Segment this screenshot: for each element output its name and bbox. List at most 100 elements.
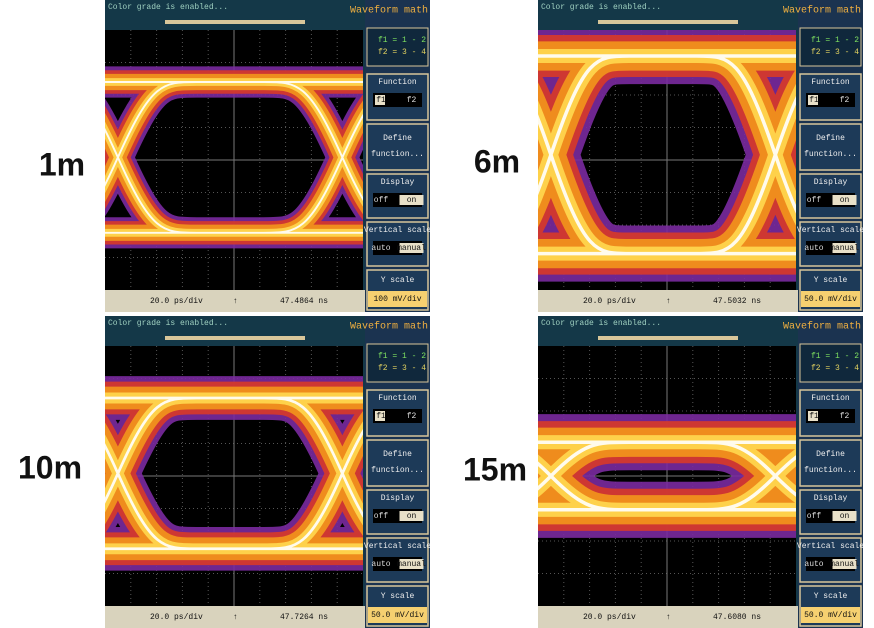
option[interactable]: on [407,196,417,205]
math-f1: f1 = 1 - 2 [378,36,426,45]
define-button[interactable] [800,440,861,486]
option[interactable]: auto [371,244,390,253]
status-text: Color grade is enabled... [108,319,228,328]
time-position: 47.5032 ns [713,297,761,306]
cable-length-label: 10m [18,450,82,487]
button-label: function... [371,466,424,475]
math-box [800,28,861,66]
option[interactable]: off [374,196,389,205]
trigger-marker: ↑ [666,613,671,622]
button-label: Vertical scale [364,226,430,235]
option[interactable]: f1 [809,96,819,105]
page: 1m Color grade is enabled... 20.0 ps/div ↑ 4… [0,0,874,628]
button-label: Define [816,134,845,143]
slider [165,20,305,24]
y-scale-value: 50.0 mV/div [371,611,424,620]
button-label: Y scale [381,276,415,285]
menu-title: Waveform math [783,5,861,17]
math-f1: f1 = 1 - 2 [811,352,859,361]
option[interactable]: on [407,512,417,521]
option[interactable]: f1 [376,412,386,421]
option[interactable]: auto [804,244,823,253]
button-label: function... [804,150,857,159]
timebase: 20.0 ps/div [150,297,203,306]
button-label: Define [383,134,412,143]
define-button[interactable] [367,124,428,170]
scope-screen: Color grade is enabled... 20.0 ps/div ↑ 47.… [538,0,863,312]
y-scale-value: 50.0 mV/div [804,295,857,304]
define-button[interactable] [800,124,861,170]
option[interactable]: auto [371,560,390,569]
option[interactable]: off [807,196,822,205]
option[interactable]: manual [830,244,859,253]
scope-screen: Color grade is enabled... 20.0 ps/div ↑ 47.… [105,316,430,628]
option[interactable]: off [374,512,389,521]
math-f2: f2 = 3 - 4 [811,48,859,57]
button-label: Function [811,394,850,403]
button-label: Y scale [381,592,415,601]
button-label: function... [804,466,857,475]
menu-title: Waveform math [350,5,428,17]
status-text: Color grade is enabled... [541,319,661,328]
trigger-marker: ↑ [233,297,238,306]
button-label: Display [814,178,848,187]
slider [598,20,738,24]
button-label: Y scale [814,592,848,601]
time-position: 47.4864 ns [280,297,328,306]
y-scale-value: 100 mV/div [373,295,421,304]
status-text: Color grade is enabled... [541,3,661,12]
trigger-marker: ↑ [666,297,671,306]
option[interactable]: f2 [840,96,850,105]
option[interactable]: on [840,196,850,205]
time-position: 47.7264 ns [280,613,328,622]
option[interactable]: on [840,512,850,521]
option[interactable]: f2 [407,96,417,105]
y-scale-value: 50.0 mV/div [804,611,857,620]
slider [165,336,305,340]
math-f2: f2 = 3 - 4 [378,364,426,373]
define-button[interactable] [367,440,428,486]
option[interactable]: f1 [809,412,819,421]
option[interactable]: auto [804,560,823,569]
slider [598,336,738,340]
scope-screen: Color grade is enabled... 20.0 ps/div ↑ 47.… [105,0,430,312]
cable-length-label: 15m [463,452,527,489]
timebase: 20.0 ps/div [583,613,636,622]
button-label: Define [816,450,845,459]
button-label: Vertical scale [364,542,430,551]
timebase: 20.0 ps/div [150,613,203,622]
option[interactable]: f2 [840,412,850,421]
button-label: Vertical scale [797,542,863,551]
math-f1: f1 = 1 - 2 [811,36,859,45]
math-box [800,344,861,382]
option[interactable]: manual [830,560,859,569]
menu-title: Waveform math [783,321,861,333]
scope-screen: Color grade is enabled... 20.0 ps/div ↑ 47.… [538,316,863,628]
math-f1: f1 = 1 - 2 [378,352,426,361]
cable-length-label: 1m [39,147,85,184]
button-label: function... [371,150,424,159]
option[interactable]: manual [397,560,426,569]
option[interactable]: off [807,512,822,521]
cable-length-label: 6m [474,144,520,181]
trigger-marker: ↑ [233,613,238,622]
button-label: Function [811,78,850,87]
menu-title: Waveform math [350,321,428,333]
option[interactable]: manual [397,244,426,253]
math-f2: f2 = 3 - 4 [378,48,426,57]
time-position: 47.6080 ns [713,613,761,622]
option[interactable]: f2 [407,412,417,421]
status-text: Color grade is enabled... [108,3,228,12]
math-box [367,344,428,382]
button-label: Define [383,450,412,459]
math-f2: f2 = 3 - 4 [811,364,859,373]
button-label: Function [378,394,417,403]
timebase: 20.0 ps/div [583,297,636,306]
button-label: Y scale [814,276,848,285]
button-label: Display [381,178,415,187]
button-label: Vertical scale [797,226,863,235]
option[interactable]: f1 [376,96,386,105]
math-box [367,28,428,66]
button-label: Display [814,494,848,503]
button-label: Function [378,78,417,87]
